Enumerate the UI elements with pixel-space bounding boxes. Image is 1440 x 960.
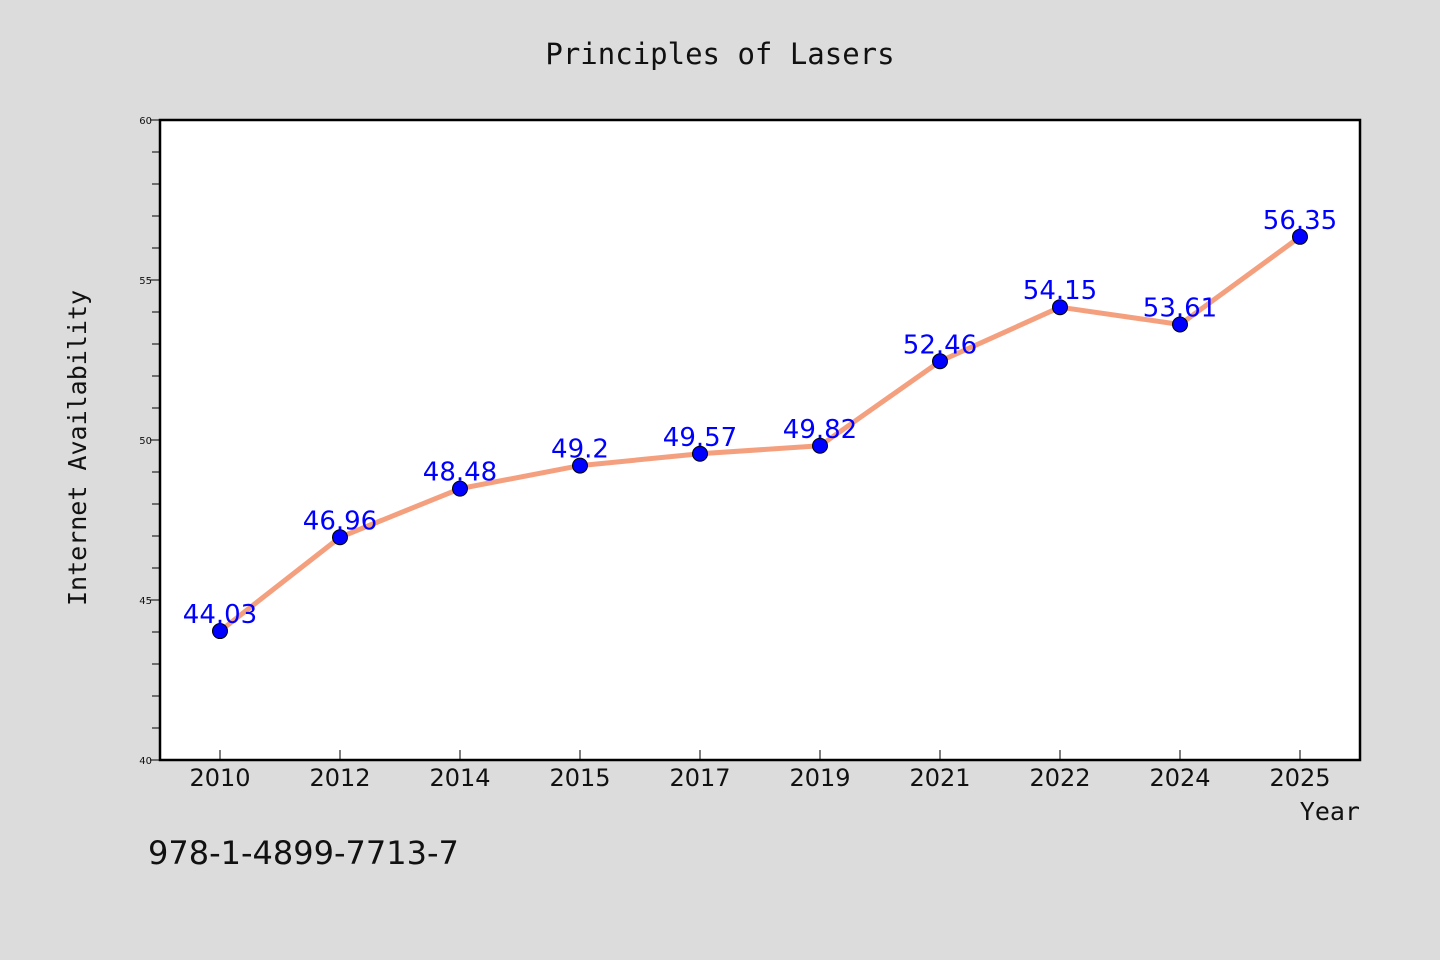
y-tick-label: 55 — [139, 276, 152, 287]
data-point — [1292, 228, 1308, 245]
data-label: 53.61 — [1143, 293, 1217, 323]
plot-frame — [158, 118, 1362, 762]
y-axis-label: Internet Availability — [63, 290, 92, 606]
data-point — [812, 437, 828, 454]
data-label: 44.03 — [183, 600, 257, 630]
data-point — [572, 457, 588, 474]
x-tick-label: 2021 — [909, 764, 970, 792]
x-tick-label: 2015 — [549, 764, 610, 792]
data-label: 52.46 — [903, 330, 977, 360]
chart-title: Principles of Lasers — [545, 37, 894, 71]
series-line: 44.03 46.96 48.48 49.2 49.57 49.82 52.46 54.15 5… — [183, 206, 1337, 640]
x-axis-label: Year — [1300, 797, 1360, 826]
x-tick-label: 2024 — [1149, 764, 1210, 792]
data-label: 46.96 — [303, 506, 377, 536]
data-point — [1052, 299, 1068, 316]
data-label: 49.57 — [663, 423, 737, 453]
x-tick-label: 2017 — [669, 764, 730, 792]
data-point — [212, 623, 228, 640]
data-point — [1172, 316, 1188, 333]
data-label: 49.2 — [551, 435, 609, 465]
x-tick-label: 2019 — [789, 764, 850, 792]
data-label: 48.48 — [423, 458, 497, 488]
data-label: 54.15 — [1023, 276, 1097, 306]
y-tick-label: 50 — [139, 436, 152, 447]
y-tick-label: 40 — [139, 756, 152, 767]
x-tick-label: 2025 — [1269, 764, 1330, 792]
data-point — [692, 445, 708, 462]
data-point — [932, 353, 948, 370]
plot-area — [160, 120, 1360, 760]
data-label: 56.35 — [1263, 206, 1337, 236]
y-axis: 40 45 50 55 60 — [139, 116, 160, 767]
y-tick-label: 45 — [139, 596, 152, 607]
data-label: 49.82 — [783, 415, 857, 445]
data-point — [452, 480, 468, 497]
x-tick-label: 2014 — [429, 764, 490, 792]
x-tick-label: 2010 — [189, 764, 250, 792]
data-point — [332, 529, 348, 546]
y-tick-label: 60 — [139, 116, 152, 127]
series-polyline — [217, 234, 1303, 634]
x-tick-label: 2022 — [1029, 764, 1090, 792]
x-axis: 2010 2012 2014 2015 2017 2019 2021 2022 2024 2025 — [189, 750, 1331, 792]
x-tick-label: 2012 — [309, 764, 370, 792]
isbn-footnote: 978-1-4899-7713-7 — [148, 834, 459, 872]
